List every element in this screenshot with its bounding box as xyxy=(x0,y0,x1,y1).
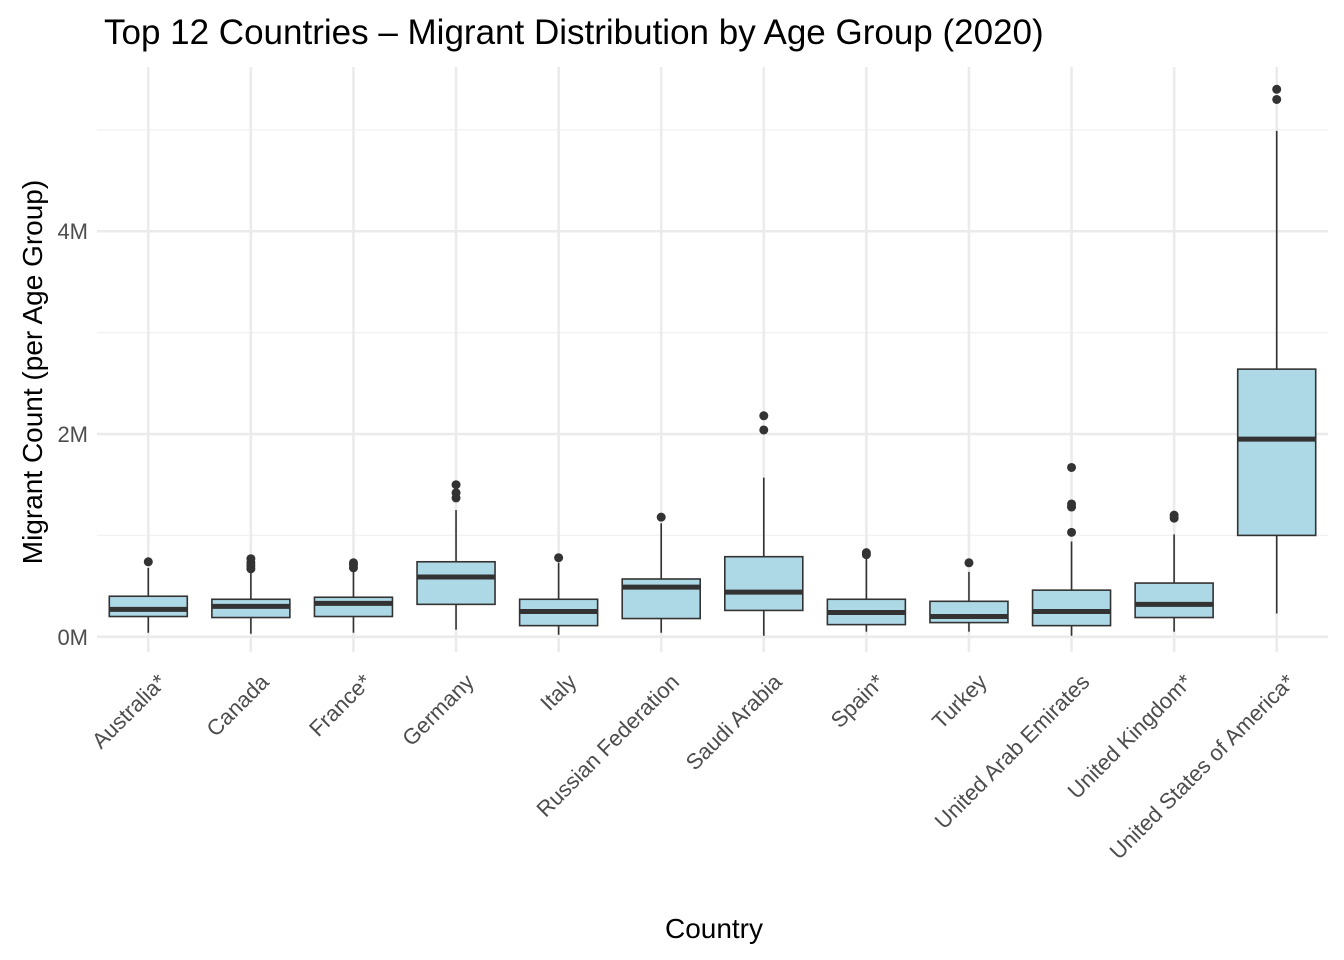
box-iqr xyxy=(1031,589,1112,627)
y-tick-label: 0M xyxy=(57,625,88,650)
box-spain xyxy=(826,548,907,632)
outlier-point xyxy=(759,411,769,421)
box-italy xyxy=(518,553,599,635)
y-tick-label: 2M xyxy=(57,422,88,447)
grid xyxy=(97,67,1328,652)
x-axis-ticks: Australia* Canada France* Germany ItalyRussi… xyxy=(87,669,1300,864)
y-axis-title: Migrant Count (per Age Group) xyxy=(17,180,48,564)
x-tick-label: Australia* xyxy=(87,669,172,754)
x-tick-label: Germany xyxy=(397,669,479,751)
box-iqr xyxy=(416,560,496,606)
x-tick-label: Canada xyxy=(202,669,275,742)
x-axis-title: Country xyxy=(665,913,763,944)
y-axis-ticks: 0M 2M 4M xyxy=(57,219,88,650)
outlier-point xyxy=(451,480,461,490)
outlier-point xyxy=(1272,84,1282,94)
box-iqr xyxy=(929,600,1009,624)
x-tick-label: Turkey xyxy=(927,669,992,734)
box-iqr xyxy=(1236,368,1317,537)
outlier-point xyxy=(1067,462,1077,472)
outlier-point xyxy=(451,488,461,498)
y-tick-label: 4M xyxy=(57,219,88,244)
x-tick-label: France* xyxy=(304,669,376,741)
box-united-arab-emirates xyxy=(1031,462,1112,636)
box-saudi-arabia xyxy=(723,411,804,636)
box-turkey xyxy=(929,558,1009,632)
box-germany xyxy=(416,480,496,630)
x-tick-label: Saudi Arabia xyxy=(681,669,787,775)
plot-area xyxy=(108,84,1317,636)
outlier-point xyxy=(1169,510,1179,520)
outlier-point xyxy=(1272,94,1282,104)
chart-title: Top 12 Countries – Migrant Distribution … xyxy=(104,13,1044,52)
outlier-point xyxy=(246,554,256,564)
x-tick-label: Spain* xyxy=(826,669,890,733)
outlier-point xyxy=(1067,527,1077,537)
box-australia xyxy=(108,557,189,633)
x-tick-label: United States of America* xyxy=(1105,669,1300,864)
box-iqr xyxy=(723,555,804,612)
outlier-point xyxy=(964,558,974,568)
box-united-states-of-america xyxy=(1236,84,1317,614)
box-russian-federation xyxy=(621,512,702,633)
box-canada xyxy=(211,554,291,634)
outlier-point xyxy=(348,558,358,568)
outlier-point xyxy=(656,512,666,522)
outlier-point xyxy=(861,548,871,558)
outlier-point xyxy=(554,553,564,563)
box-united-kingdom xyxy=(1134,510,1214,632)
outlier-point xyxy=(759,425,769,435)
outlier-point xyxy=(143,557,153,567)
box-france xyxy=(313,558,394,633)
box-iqr xyxy=(313,596,394,618)
box-iqr xyxy=(108,595,189,618)
x-tick-label: Italy xyxy=(535,669,581,715)
outlier-point xyxy=(1067,499,1077,509)
box-iqr xyxy=(1134,582,1214,619)
